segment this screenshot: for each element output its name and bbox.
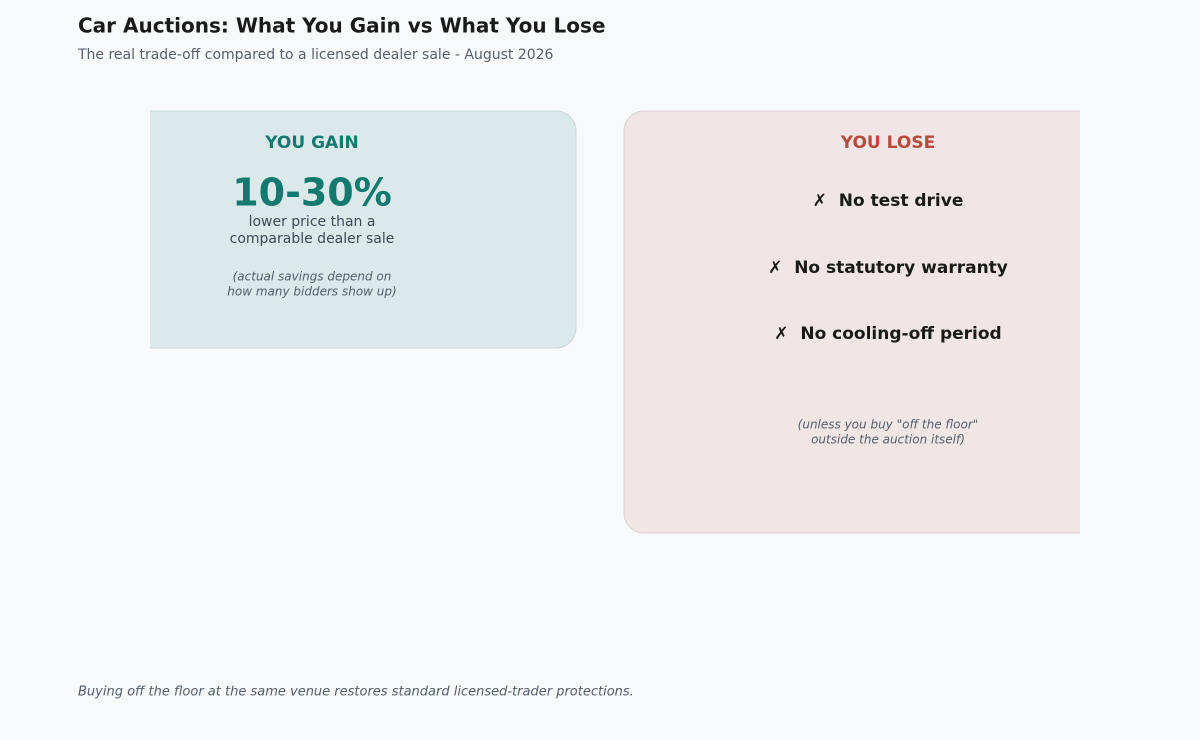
gain-panel-border	[150, 110, 577, 349]
lose-item: ✗ No statutory warranty	[768, 258, 1008, 278]
footer-note: Buying off the floor at the same venue r…	[78, 685, 634, 700]
title: Car Auctions: What You Gain vs What You …	[78, 14, 605, 38]
lose-note: (unless you buy "off the floor"	[798, 418, 979, 432]
gain-panel	[150, 111, 576, 348]
lose-note: outside the auction itself)	[811, 433, 965, 447]
gain-heading: YOU GAIN	[264, 133, 359, 153]
gain-description: comparable dealer sale	[230, 231, 395, 247]
gain-note: (actual savings depend on	[233, 270, 392, 284]
gain-note: how many bidders show up)	[227, 285, 396, 299]
lose-heading: YOU LOSE	[840, 133, 935, 153]
lose-item: ✗ No cooling-off period	[774, 324, 1001, 344]
gain-description: lower price than a	[249, 214, 376, 230]
gain-figure: 10-30%	[232, 171, 392, 215]
subtitle: The real trade-off compared to a license…	[77, 47, 554, 63]
lose-item: ✗ No test drive	[813, 191, 964, 211]
lose-panel	[624, 111, 1080, 533]
lose-panel-border	[623, 110, 1080, 534]
